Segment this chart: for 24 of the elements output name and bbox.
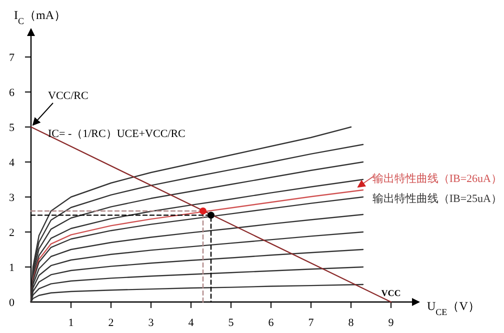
y-tick-label: 0 — [9, 297, 15, 309]
x-axis-title: U$_{CE}$（V） — [427, 299, 480, 317]
x-tick-label: 5 — [228, 317, 234, 329]
annotation: VCC/RC — [48, 90, 88, 102]
annotation: IC= -（1/RC）UCE+VCC/RC — [48, 128, 186, 140]
y-tick-label: 3 — [9, 192, 15, 204]
annotation: VCC — [381, 288, 401, 298]
x-tick-label: 3 — [148, 317, 154, 329]
x-tick-label: 6 — [268, 317, 274, 329]
series-label: 输出特性曲线（IB=25uA） — [372, 192, 502, 205]
x-tick-label: 8 — [348, 317, 354, 329]
x-tick-label: 9 — [388, 317, 394, 329]
y-tick-label: 5 — [9, 122, 15, 134]
y-tick-label: 1 — [9, 262, 14, 274]
y-tick-label: 4 — [9, 157, 15, 169]
x-tick-label: 1 — [68, 317, 74, 329]
y-tick-label: 7 — [9, 52, 15, 64]
y-tick-label: 2 — [9, 227, 14, 239]
x-tick-label: 7 — [308, 317, 314, 329]
x-tick-label: 4 — [188, 317, 194, 329]
legend-label: 输出特性曲线（IB=26uA） — [372, 172, 502, 185]
y-axis-title: I$_{C}$（mA） — [14, 8, 66, 26]
x-tick-label: 2 — [108, 317, 114, 329]
y-tick-label: 6 — [9, 87, 15, 99]
